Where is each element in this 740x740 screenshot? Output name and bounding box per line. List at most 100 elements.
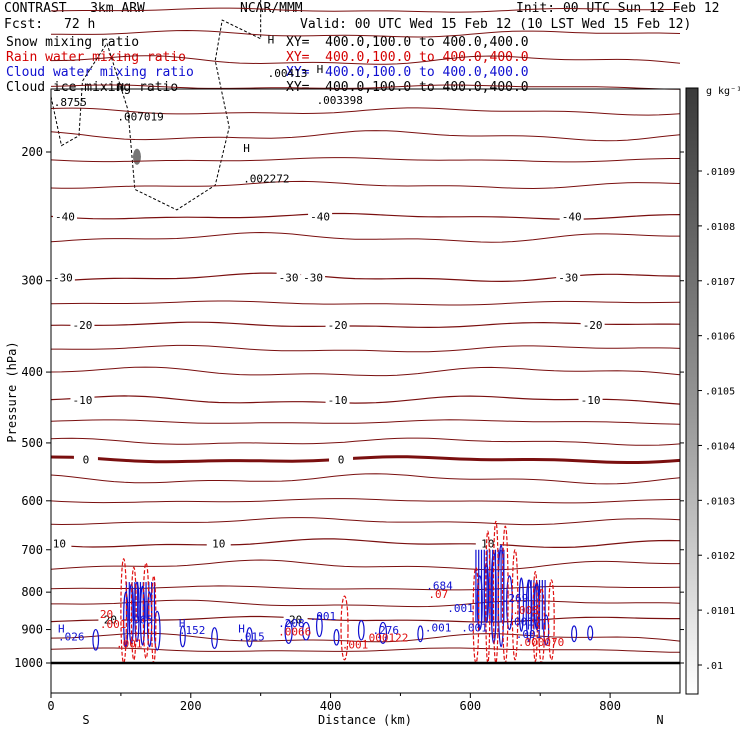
field-value-label: H [243,142,250,155]
isotherm-label-bg [73,453,98,466]
isotherm-label: 0 [338,454,345,467]
isotherm-label-bg [301,271,326,284]
field-value-label: H [268,33,275,46]
colorbar-tick-label: .0108 [705,222,735,233]
y-tick-label: 1000 [14,656,43,670]
y-tick-label: 200 [21,145,43,159]
isotherm-label: -40 [310,210,330,223]
cloud-water-contour [123,591,129,648]
field-value-label: .003398 [317,94,363,107]
rain-water-contour [340,595,349,661]
field-value-label: H [238,622,245,635]
background-contour [50,157,680,163]
isotherm-label: 0 [83,454,90,467]
isotherm-label-bg [98,613,123,626]
y-tick-label: 300 [21,274,43,288]
rain-water-contour [532,571,539,663]
x-tick-label: 400 [320,699,342,713]
field-value-label: .965 [126,613,153,626]
isotherm-label: -30 [303,272,323,285]
field-value-label: .001 [447,602,474,615]
center-name: NCAR/MMM [240,1,303,16]
isotherm-label: 10 [212,537,225,550]
field-value-label: .003 [512,604,539,617]
cloud-water-contour [543,614,550,646]
field-snow-xy: XY= 400.0,100.0 to 400.0,400.0 [286,35,529,50]
isotherm-10 [50,538,681,548]
colorbar-tick-label: .0106 [705,332,735,343]
field-rain-xy: XY= 400.0,100.0 to 400.0,400.0 [286,50,529,65]
isotherm-label: -20 [328,319,348,332]
isotherm-label-bg [206,537,231,550]
snow-maximum-shading [132,148,141,165]
isotherm-label-bg [578,394,603,407]
background-contour [50,437,681,446]
isotherm-label: 20 [104,614,117,627]
field-value-label: .0066 [278,625,311,638]
y-tick-label: 800 [21,585,43,599]
cloud-water-contour [571,625,578,643]
cloud-water-contour [506,575,513,631]
background-contour [51,599,681,608]
colorbar [685,87,699,695]
field-cloud-water-xy: XY= 400.0,100.0 to 400.0,400.0 [286,65,529,80]
valid-time: Valid: 00 UTC Wed 15 Feb 12 (10 LST Wed … [300,17,692,32]
isotherm-label: -20 [73,319,93,332]
field-value-label: .152 [179,624,206,637]
isotherm-label: -30 [558,272,578,285]
field-value-label: .015 [238,631,265,644]
field-value-label: .001 [507,615,534,628]
isotherm-label-bg [325,394,350,407]
cloud-water-contour [357,620,365,641]
background-contour [50,300,681,306]
x-tick-label: 0 [47,699,54,713]
colorbar-tick-label: .0109 [705,167,735,178]
cloud-water-contour [153,610,161,651]
forecast-label: Fcst: [4,17,44,32]
y-tick-label: 500 [21,436,43,450]
isotherm-label: -30 [279,272,299,285]
x-tick-label: 800 [599,699,621,713]
background-contour [51,344,681,353]
field-snow-name: Snow mixing ratio [6,35,140,50]
field-value-label: .269 [502,592,529,605]
cloud-water-contour [92,628,100,651]
cloud-water-contour [518,577,525,632]
field-value-label: .276 [372,624,399,637]
x-tick-label: 600 [459,699,481,713]
field-value-label: .001 [116,638,143,651]
field-value-label: H [179,617,186,630]
field-cloud-ice-name: Cloud ice mixing ratio [6,80,179,95]
field-value-label: .000070 [518,636,564,649]
cloud-water-contour [333,628,340,646]
cloud-water-contour [476,575,483,631]
isotherm-label-bg [70,319,95,332]
field-value-label: 20 [100,608,113,621]
isotherm-label-bg [52,210,77,223]
field-value-label: .001 [342,638,369,651]
cloud-water-contour [525,579,533,643]
isotherm-label-bg [329,453,354,466]
background-contour [50,517,681,526]
isotherm-label-bg [47,537,72,550]
isotherm-label-bg [276,271,301,284]
isotherm--40 [50,212,681,220]
isotherm-0 [50,455,681,464]
isotherm-label: 20 [289,614,302,627]
cloud-water-contour [284,620,293,644]
background-contour [50,419,681,425]
rain-water-contour [485,530,491,664]
field-value-label: .208 [278,617,305,630]
isotherm-label-bg [556,271,581,284]
isotherm-label: -20 [583,319,603,332]
isotherm-label: -30 [53,272,73,285]
isotherm-label: 10 [53,537,66,550]
isotherm-label-bg [559,210,584,223]
field-value-label: .001 [516,628,543,641]
field-value-label: H [58,622,65,635]
isotherm-label-bg [50,271,75,284]
field-value-label: .002272 [243,172,289,185]
cloud-water-contour [378,621,388,644]
cloud-water-contour [417,625,424,643]
